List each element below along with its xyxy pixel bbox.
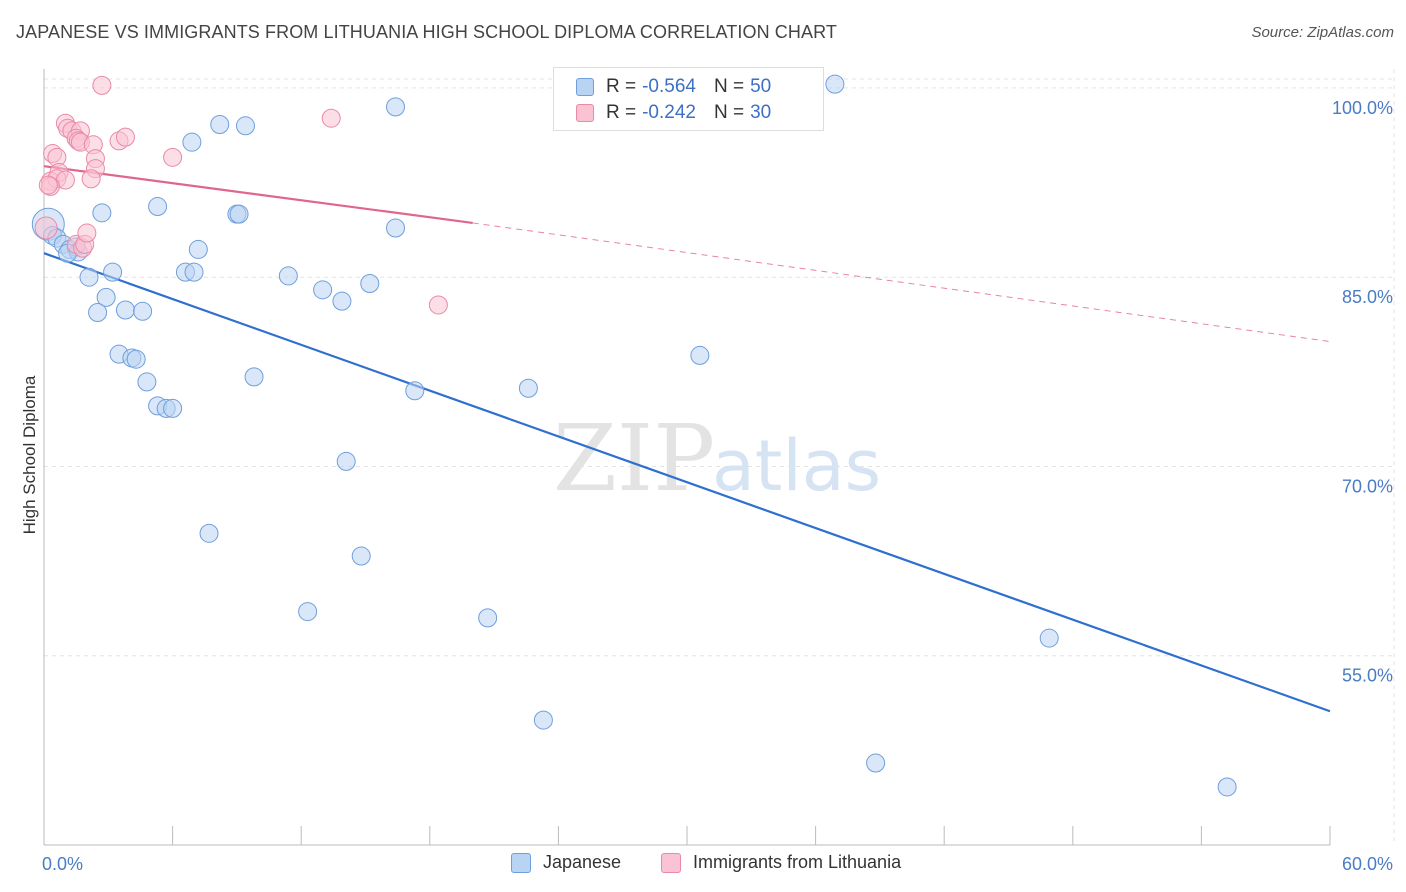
legend-row-japanese: R = -0.564 N = 50 bbox=[576, 75, 771, 99]
point-japanese bbox=[92, 203, 112, 223]
trend-line-lithuania bbox=[43, 165, 473, 225]
x-tick-label: 0.0% bbox=[42, 854, 83, 874]
watermark-atlas: atlas bbox=[712, 425, 881, 507]
data-points bbox=[31, 74, 1237, 797]
y-tick-label: 70.0% bbox=[1342, 476, 1393, 496]
point-lithuania bbox=[81, 169, 101, 189]
legend-n-label: N = bbox=[713, 102, 745, 123]
legend-item-japanese: Japanese bbox=[511, 852, 621, 873]
point-japanese bbox=[133, 301, 153, 321]
point-japanese bbox=[386, 97, 406, 117]
legend-r-value: -0.564 bbox=[642, 76, 696, 97]
point-japanese bbox=[163, 398, 183, 418]
point-japanese bbox=[96, 287, 116, 307]
point-lithuania bbox=[77, 223, 97, 243]
y-tick-label: 55.0% bbox=[1342, 666, 1393, 686]
x-tick-label: 60.0% bbox=[1342, 854, 1393, 874]
y-axis-label: High School Diploma bbox=[20, 375, 39, 534]
trend-lines bbox=[43, 165, 1331, 713]
legend-swatch-japanese bbox=[576, 78, 594, 96]
legend-n-label: N = bbox=[713, 76, 745, 97]
legend-n-value: 30 bbox=[750, 102, 772, 123]
y-tick-label: 100.0% bbox=[1332, 98, 1393, 118]
point-japanese bbox=[184, 262, 204, 282]
point-japanese bbox=[1039, 628, 1059, 648]
point-japanese bbox=[866, 753, 886, 773]
point-japanese bbox=[313, 280, 333, 300]
point-lithuania bbox=[92, 75, 112, 95]
chart-source: Source: ZipAtlas.com bbox=[1251, 24, 1394, 41]
point-japanese bbox=[405, 381, 425, 401]
legend-swatch-japanese bbox=[511, 852, 531, 873]
point-japanese bbox=[115, 300, 135, 320]
chart-title: JAPANESE VS IMMIGRANTS FROM LITHUANIA HI… bbox=[16, 22, 837, 42]
point-japanese bbox=[188, 239, 208, 259]
stats-legend: R = -0.564 N = 50 R = -0.242 N = 30 bbox=[553, 67, 824, 131]
series-legend: Japanese Immigrants from Lithuania bbox=[0, 852, 1406, 878]
trend-line-lithuania bbox=[472, 222, 1331, 343]
legend-r-label: R = bbox=[606, 102, 637, 123]
point-lithuania bbox=[428, 295, 448, 315]
legend-n-value: 50 bbox=[750, 76, 772, 97]
point-japanese bbox=[690, 345, 710, 365]
point-japanese bbox=[103, 262, 123, 282]
point-japanese bbox=[825, 74, 845, 94]
point-japanese bbox=[298, 602, 318, 622]
point-japanese bbox=[126, 349, 146, 369]
point-japanese bbox=[210, 115, 230, 135]
point-japanese bbox=[360, 274, 380, 294]
axes-layer: 100.0% 85.0% 70.0% 55.0% 0.0% 60.0% bbox=[42, 69, 1393, 874]
y-tick-label: 85.0% bbox=[1342, 287, 1393, 307]
point-japanese bbox=[79, 267, 99, 287]
legend-row-lithuania: R = -0.242 N = 30 bbox=[576, 101, 771, 125]
point-japanese bbox=[182, 132, 202, 152]
trend-line-japanese bbox=[43, 252, 1331, 713]
point-japanese bbox=[88, 303, 108, 323]
point-japanese bbox=[137, 372, 157, 392]
point-japanese bbox=[533, 710, 553, 730]
legend-r-label: R = bbox=[606, 76, 637, 97]
point-japanese bbox=[199, 523, 219, 543]
point-japanese bbox=[351, 546, 371, 566]
point-lithuania bbox=[321, 108, 341, 128]
legend-r-value: -0.242 bbox=[642, 102, 696, 123]
point-japanese bbox=[336, 451, 356, 471]
point-japanese bbox=[1217, 777, 1237, 797]
legend-label-japanese: Japanese bbox=[543, 852, 622, 872]
legend-swatch-lithuania bbox=[576, 104, 594, 122]
point-japanese bbox=[278, 266, 298, 286]
point-japanese bbox=[478, 608, 498, 628]
point-lithuania bbox=[38, 175, 58, 195]
point-japanese bbox=[518, 378, 538, 398]
point-japanese bbox=[244, 367, 264, 387]
watermark: ZIP atlas bbox=[553, 405, 881, 512]
point-japanese bbox=[235, 116, 255, 136]
watermark-zip: ZIP bbox=[553, 405, 715, 512]
legend-swatch-lithuania bbox=[661, 852, 681, 873]
legend-item-lithuania: Immigrants from Lithuania bbox=[661, 852, 901, 873]
point-japanese bbox=[229, 204, 249, 224]
point-lithuania bbox=[163, 147, 183, 167]
point-japanese bbox=[332, 291, 352, 311]
point-lithuania bbox=[115, 127, 135, 147]
point-japanese bbox=[386, 218, 406, 238]
point-lithuania bbox=[34, 216, 58, 240]
point-japanese bbox=[148, 197, 168, 217]
legend-label-lithuania: Immigrants from Lithuania bbox=[693, 852, 902, 872]
